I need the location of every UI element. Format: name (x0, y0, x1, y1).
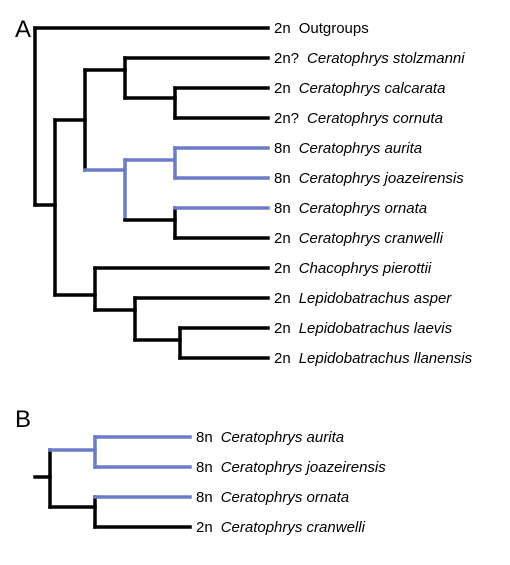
ploidy-c-stolzmanni: 2n? (274, 50, 299, 67)
species-c-joazeirensis-b: Ceratophrys joazeirensis (221, 459, 386, 476)
ploidy-c-joazeirensis-b: 8n (196, 459, 213, 476)
taxon-l-llanensis: 2n Lepidobatrachus llanensis (274, 350, 472, 367)
ploidy-c-cornuta: 2n? (274, 110, 299, 127)
taxon-c-aurita: 8n Ceratophrys aurita (274, 140, 422, 157)
ploidy-c-cranwelli: 2n (274, 230, 291, 247)
species-c-aurita-b: Ceratophrys aurita (221, 429, 344, 446)
taxon-c-cranwelli: 2n Ceratophrys cranwelli (274, 230, 443, 247)
taxon-c-cranwelli-b: 2n Ceratophrys cranwelli (196, 519, 365, 536)
ploidy-c-cranwelli-b: 2n (196, 519, 213, 536)
taxon-c-joazeirensis: 8n Ceratophrys joazeirensis (274, 170, 464, 187)
taxon-l-asper: 2n Lepidobatrachus asper (274, 290, 451, 307)
taxon-l-laevis: 2n Lepidobatrachus laevis (274, 320, 452, 337)
species-l-llanensis: Lepidobatrachus llanensis (299, 350, 472, 367)
ploidy-c-aurita: 8n (274, 140, 291, 157)
taxon-outgroups: 2n Outgroups (274, 20, 369, 37)
species-c-aurita: Ceratophrys aurita (299, 140, 422, 157)
panel-a-label: A (15, 16, 31, 44)
ploidy-outgroups: 2n (274, 20, 291, 37)
ploidy-ch-pierottii: 2n (274, 260, 291, 277)
species-c-calcarata: Ceratophrys calcarata (299, 80, 446, 97)
species-c-ornata: Ceratophrys ornata (299, 200, 427, 217)
species-c-joazeirensis: Ceratophrys joazeirensis (299, 170, 464, 187)
species-c-stolzmanni: Ceratophrys stolzmanni (307, 50, 465, 67)
taxon-c-ornata-b: 8n Ceratophrys ornata (196, 489, 349, 506)
taxon-ch-pierottii: 2n Chacophrys pierottii (274, 260, 431, 277)
species-outgroups: Outgroups (299, 20, 369, 37)
tree-a-svg (30, 10, 275, 380)
species-c-cranwelli-b: Ceratophrys cranwelli (221, 519, 365, 536)
ploidy-l-asper: 2n (274, 290, 291, 307)
ploidy-c-calcarata: 2n (274, 80, 291, 97)
taxon-c-stolzmanni: 2n? Ceratophrys stolzmanni (274, 50, 465, 67)
species-c-cornuta: Ceratophrys cornuta (307, 110, 443, 127)
species-ch-pierottii: Chacophrys pierottii (299, 260, 432, 277)
species-c-ornata-b: Ceratophrys ornata (221, 489, 349, 506)
ploidy-c-ornata-b: 8n (196, 489, 213, 506)
figure-container: A 2nOutgroups2n?Ceratophrys stolzmanni2n… (0, 0, 510, 565)
taxon-c-calcarata: 2n Ceratophrys calcarata (274, 80, 445, 97)
tree-b-svg (30, 422, 200, 552)
species-c-cranwelli: Ceratophrys cranwelli (299, 230, 443, 247)
taxon-c-joazeirensis-b: 8n Ceratophrys joazeirensis (196, 459, 386, 476)
taxon-c-cornuta: 2n? Ceratophrys cornuta (274, 110, 443, 127)
ploidy-c-aurita-b: 8n (196, 429, 213, 446)
taxon-c-aurita-b: 8n Ceratophrys aurita (196, 429, 344, 446)
species-l-laevis: Lepidobatrachus laevis (299, 320, 452, 337)
species-l-asper: Lepidobatrachus asper (299, 290, 452, 307)
ploidy-l-laevis: 2n (274, 320, 291, 337)
panel-b-label: B (15, 406, 31, 434)
ploidy-l-llanensis: 2n (274, 350, 291, 367)
ploidy-c-ornata: 8n (274, 200, 291, 217)
taxon-c-ornata: 8n Ceratophrys ornata (274, 200, 427, 217)
ploidy-c-joazeirensis: 8n (274, 170, 291, 187)
